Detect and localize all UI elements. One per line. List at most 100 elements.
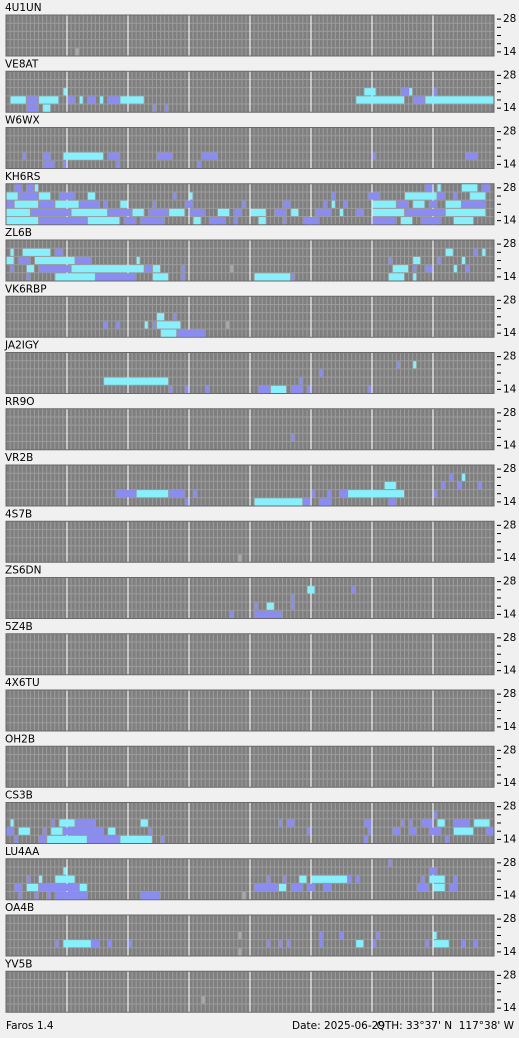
signal-cell (124, 217, 136, 225)
band-label: 28 (503, 801, 516, 813)
signal-cell (437, 819, 445, 827)
band-label: 14 (503, 777, 517, 789)
signal-cell (413, 200, 425, 208)
signal-cell (165, 104, 169, 112)
signal-cell (152, 104, 156, 112)
grid-frame (5, 802, 495, 844)
band-label: 14 (503, 383, 517, 395)
signal-cell (331, 200, 335, 208)
signal-cell (238, 554, 242, 562)
band-label: 28 (503, 463, 516, 475)
grid-lines (6, 915, 494, 956)
signal-cell (392, 827, 400, 835)
band-label: 14 (503, 215, 517, 227)
grid-frame (5, 183, 495, 226)
signal-cell (453, 192, 457, 200)
signal-cell (457, 481, 461, 490)
signal-cell (453, 819, 470, 827)
signal-cell (144, 265, 152, 273)
signal-cell (319, 940, 323, 948)
signal-cell (425, 184, 433, 192)
grid-frame (5, 745, 495, 788)
station-name: W6WX (5, 115, 40, 127)
signal-cell (425, 265, 433, 273)
signal-cell (79, 883, 87, 892)
hour-lines (66, 465, 434, 506)
band-label: 28 (503, 576, 516, 588)
signal-cell (368, 192, 380, 200)
signal-cell (14, 835, 18, 843)
grid-frame (5, 577, 495, 619)
signal-cell (482, 184, 490, 192)
signal-cell (433, 490, 437, 498)
signal-cell (474, 248, 478, 256)
signal-cell (63, 88, 67, 96)
grid-lines (6, 577, 494, 619)
signal-cell (372, 940, 376, 948)
station-name: YV5B (4, 958, 32, 970)
signal-cell (254, 602, 258, 610)
grid-lines (6, 296, 494, 338)
hour-lines (66, 71, 434, 113)
signal-cell (400, 88, 413, 96)
signal-cell (63, 940, 91, 948)
signal-cell (299, 875, 307, 883)
signal-cell (433, 940, 449, 948)
signal-cell (55, 248, 63, 256)
signal-cell (311, 490, 315, 498)
signal-cell (39, 265, 71, 273)
signal-cell (201, 152, 217, 160)
signal-cell (270, 385, 287, 393)
signal-cell (169, 385, 173, 393)
signal-cell (6, 192, 18, 200)
signal-cell (51, 827, 63, 835)
signal-cell (193, 217, 201, 225)
signal-cell (22, 248, 51, 256)
hour-lines (66, 352, 434, 394)
band-label: 14 (503, 665, 517, 677)
station-name: VK6RBP (5, 283, 47, 295)
signal-cell (356, 96, 405, 104)
signal-cell (291, 602, 295, 610)
signal-cell (152, 321, 156, 329)
signal-cell (91, 940, 100, 948)
signal-cell (486, 827, 494, 835)
signal-cell (400, 819, 405, 827)
signal-cell (254, 610, 283, 618)
signal-cell (396, 200, 409, 208)
signal-cell (413, 265, 417, 273)
signal-cell (299, 377, 303, 385)
grid-frame (5, 633, 495, 676)
signal-cell (396, 361, 400, 369)
hour-lines (66, 521, 434, 563)
signal-cell (461, 940, 466, 948)
app-version: Faros 1.4 (6, 1020, 54, 1032)
signal-cell (43, 104, 51, 112)
signal-cell (26, 875, 30, 883)
signal-cell (197, 160, 201, 168)
band-label: 14 (503, 833, 517, 845)
signal-cell (22, 152, 26, 160)
hour-lines (66, 633, 434, 675)
signal-cell (47, 892, 51, 900)
station-name: 4X6TU (5, 677, 40, 689)
signal-cell (453, 265, 457, 273)
signal-cell (437, 256, 441, 265)
signal-cell (34, 892, 39, 900)
signal-cell (388, 498, 396, 506)
signal-cell (307, 827, 311, 835)
signal-cell (461, 256, 466, 265)
signal-cell (34, 184, 39, 192)
grid-lines (6, 746, 494, 788)
signal-cell (108, 152, 120, 160)
station-name: ZS6DN (5, 565, 41, 577)
band-label: 14 (503, 721, 517, 733)
station-name: 4S7B (5, 508, 32, 520)
signal-cell (287, 940, 291, 948)
signal-cell (461, 473, 466, 481)
signal-cell (152, 200, 156, 208)
signal-cell (79, 200, 100, 208)
signal-cell (384, 481, 396, 490)
band-label: 28 (503, 351, 516, 363)
signal-cell (201, 996, 205, 1004)
